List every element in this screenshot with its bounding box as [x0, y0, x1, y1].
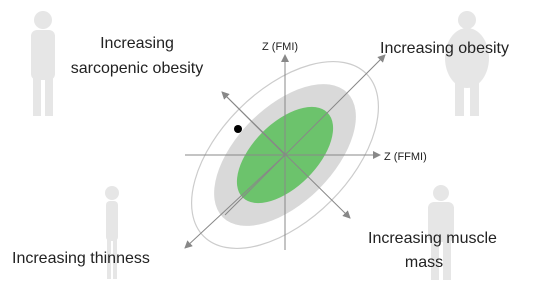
label: sarcopenic obesity	[71, 60, 204, 77]
label: Increasing	[100, 35, 174, 52]
axis-label: Z (FFMI)	[384, 151, 427, 163]
label: mass	[405, 254, 443, 271]
point	[234, 125, 242, 133]
axis-label: Z (FMI)	[262, 41, 298, 53]
diagram: Z (FMI) Z (FFMI) Increasing sarcopenic o…	[0, 0, 544, 292]
label: Increasing thinness	[12, 250, 150, 267]
label: Increasing obesity	[380, 40, 509, 57]
label: Increasing muscle	[368, 230, 497, 247]
